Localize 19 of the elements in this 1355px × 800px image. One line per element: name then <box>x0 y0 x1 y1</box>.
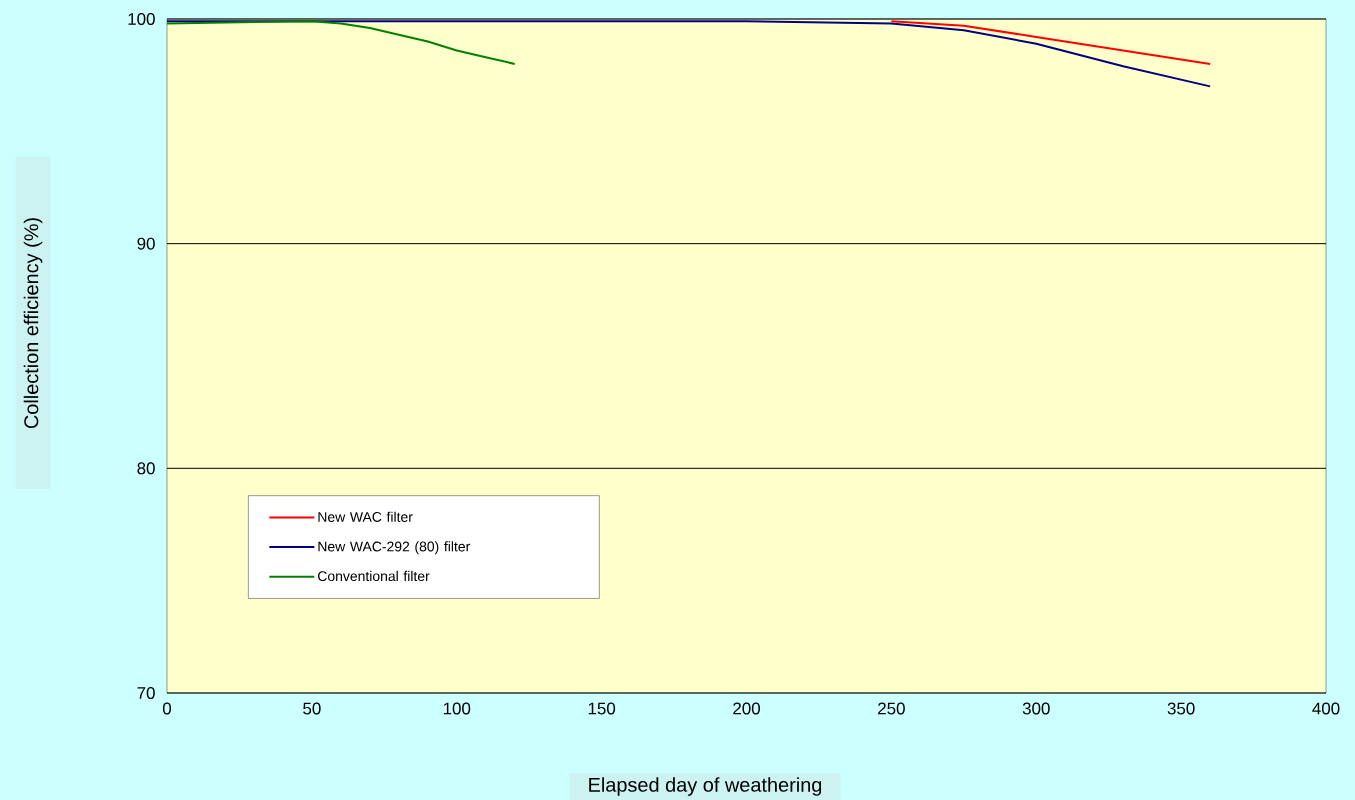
y-tick-label: 100 <box>128 12 155 25</box>
x-tick-label: 0 <box>162 702 172 715</box>
x-tick-label: 250 <box>878 702 905 715</box>
line-series <box>167 20 516 65</box>
legend-label: Conventional filter <box>318 570 430 582</box>
x-tick-label: 300 <box>1022 702 1050 715</box>
legend-label: New WAC-292 (80) filter <box>318 541 471 555</box>
legend-label: New WAC filter <box>318 511 413 522</box>
x-tick-label: 200 <box>733 702 760 715</box>
y-tick-label: 70 <box>137 687 155 699</box>
x-tick-label: 50 <box>303 702 321 715</box>
x-axis-title: Elapsed day of weathering <box>589 777 822 796</box>
y-tick-label: 80 <box>137 462 155 475</box>
x-tick-label: 400 <box>1312 702 1340 715</box>
x-tick-label: 150 <box>588 702 616 715</box>
x-tick-label: 100 <box>443 702 471 715</box>
y-tick-label: 90 <box>137 237 155 250</box>
y-axis-title: Collection efficiency (%) <box>23 218 43 429</box>
x-tick-label: 350 <box>1167 702 1195 715</box>
